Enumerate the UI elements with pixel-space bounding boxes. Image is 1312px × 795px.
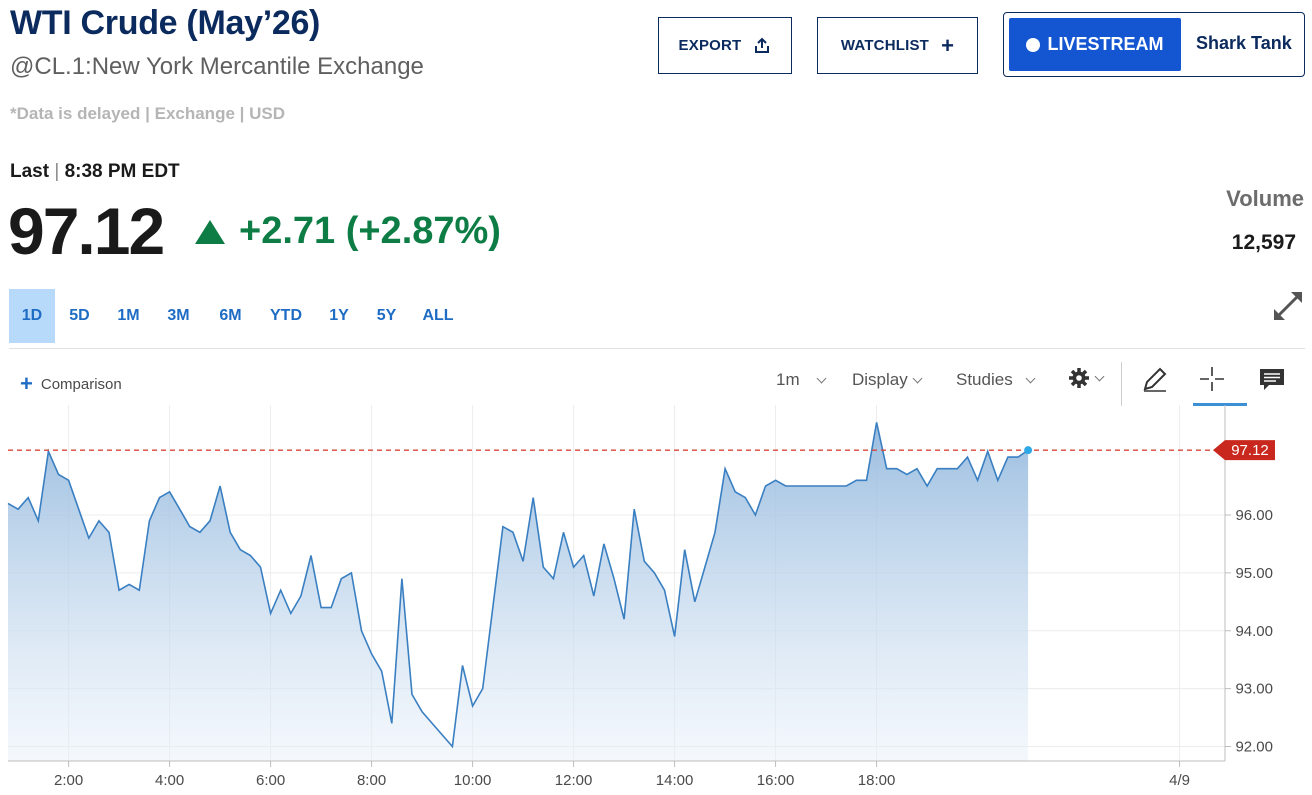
crosshair-active-underline <box>1193 403 1247 406</box>
page-title: WTI Crude (May’26) <box>10 4 321 42</box>
display-select[interactable]: Display <box>852 370 923 390</box>
display-label: Display <box>852 370 908 389</box>
price-change: +2.71 (+2.87%) <box>195 210 501 253</box>
range-tab-ytd[interactable]: YTD <box>270 307 302 324</box>
range-tab-1y[interactable]: 1Y <box>329 307 349 324</box>
x-tick-label: 18:00 <box>858 772 896 789</box>
delayed-note: *Data is delayed | Exchange | USD <box>10 104 286 123</box>
x-tick-label: 8:00 <box>357 772 386 789</box>
plus-icon: + <box>20 371 33 396</box>
comparison-button[interactable]: + Comparison <box>20 373 122 395</box>
range-tab-5y[interactable]: 5Y <box>376 307 397 324</box>
price-line <box>7 422 1029 749</box>
range-tabs: 1D 5D 1M 3M 6M YTD 1Y 5Y ALL <box>9 289 466 343</box>
y-tick-label: 96.00 <box>1235 507 1273 524</box>
expand-icon[interactable] <box>1270 288 1306 324</box>
x-tick-label: 6:00 <box>256 772 285 789</box>
volume-value: 12,597 <box>1231 231 1296 254</box>
y-tick-label: 95.00 <box>1235 565 1273 582</box>
range-tab-3m[interactable]: 3M <box>167 307 190 324</box>
x-tick-label: 16:00 <box>757 772 795 789</box>
pencil-icon[interactable] <box>1140 364 1170 394</box>
share-icon <box>755 37 770 53</box>
volume-label: Volume <box>1226 186 1304 211</box>
watchlist-button[interactable]: WATCHLIST + <box>817 17 978 74</box>
toolbar-separator <box>1121 362 1122 406</box>
export-button[interactable]: EXPORT <box>658 17 792 74</box>
interval-label: 1m <box>776 370 800 389</box>
export-label: EXPORT <box>678 37 742 54</box>
studies-select[interactable]: Studies <box>956 370 1036 390</box>
chevron-down-icon <box>912 373 923 384</box>
last-label: Last <box>10 161 50 182</box>
last-time: 8:38 PM EDT <box>64 161 180 182</box>
section-divider <box>9 348 1305 349</box>
range-tab-1d[interactable]: 1D <box>9 289 55 343</box>
gear-icon <box>1069 368 1089 388</box>
crosshair-icon[interactable] <box>1197 364 1227 394</box>
livestream-show-link[interactable]: Shark Tank <box>1196 33 1292 53</box>
last-time-label: Last | 8:38 PM EDT <box>10 161 180 182</box>
last-price: 97.12 <box>8 194 165 268</box>
comment-icon[interactable] <box>1257 364 1287 394</box>
last-price-badge <box>1213 440 1275 461</box>
range-tab-all[interactable]: ALL <box>422 307 454 324</box>
plus-icon: + <box>941 32 955 58</box>
interval-select[interactable]: 1m <box>776 370 827 390</box>
x-tick-label: 10:00 <box>454 772 492 789</box>
price-change-value: +2.71 (+2.87%) <box>239 210 501 252</box>
y-tick-label: 93.00 <box>1235 681 1273 698</box>
y-tick-label: 92.00 <box>1235 739 1273 756</box>
watchlist-label: WATCHLIST <box>840 37 930 54</box>
x-tick-label: 2:00 <box>54 772 83 789</box>
y-tick-label: 94.00 <box>1235 623 1273 640</box>
chevron-down-icon <box>1094 371 1105 382</box>
studies-label: Studies <box>956 370 1013 389</box>
chevron-down-icon <box>816 373 827 384</box>
x-tick-label: 4:00 <box>155 772 184 789</box>
price-chart[interactable]: 2:00 4:00 6:00 8:00 10:00 12:00 14:00 16:00 18:0… <box>0 405 1312 795</box>
price-area <box>8 422 1029 761</box>
x-tick-label: 4/9 <box>1169 772 1190 789</box>
livestream-panel: LIVESTREAM Shark Tank <box>1003 12 1305 77</box>
exchange-subtitle: @CL.1:New York Mercantile Exchange <box>10 53 424 80</box>
up-triangle-icon <box>195 219 225 244</box>
range-tab-5d[interactable]: 5D <box>69 307 90 324</box>
live-dot-icon <box>1026 37 1041 52</box>
range-tab-6m[interactable]: 6M <box>219 307 242 324</box>
settings-select[interactable] <box>1068 367 1105 389</box>
x-tick-label: 12:00 <box>555 772 593 789</box>
last-point <box>1024 446 1033 455</box>
x-tick-label: 14:00 <box>656 772 694 789</box>
chevron-down-icon <box>1025 373 1036 384</box>
last-price-badge-label: 97.12 <box>1231 442 1269 459</box>
livestream-button[interactable]: LIVESTREAM <box>1009 18 1181 71</box>
livestream-label: LIVESTREAM <box>1047 34 1164 54</box>
range-tab-1m[interactable]: 1M <box>117 307 140 324</box>
comparison-label: Comparison <box>40 375 122 393</box>
